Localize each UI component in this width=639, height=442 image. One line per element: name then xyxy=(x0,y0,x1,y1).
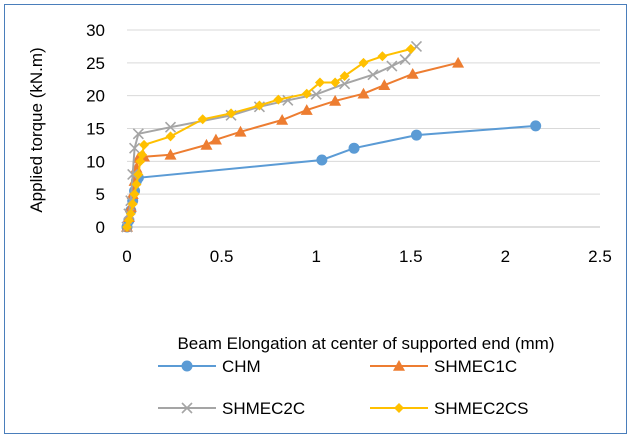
x-axis-title: Beam Elongation at center of supported e… xyxy=(177,334,554,353)
data-point-shmec2cs xyxy=(314,77,325,88)
data-point-shmec2cs xyxy=(330,77,341,88)
data-point-shmec1c xyxy=(378,79,391,90)
legend-marker xyxy=(181,402,193,414)
x-tick-label: 1.5 xyxy=(399,247,423,266)
series-line-shmec1c xyxy=(126,61,459,228)
data-point-shmec2c xyxy=(367,69,379,81)
x-tick-label: 0 xyxy=(122,247,131,266)
series-shmec2cs xyxy=(122,44,416,232)
data-point-shmec2cs xyxy=(133,169,144,180)
legend-item-shmec2c: SHMEC2C xyxy=(158,399,305,418)
data-point-shmec2cs xyxy=(226,108,237,119)
data-point-shmec2cs xyxy=(254,100,265,111)
data-point-shmec1c xyxy=(164,148,177,160)
data-point-shmec1c xyxy=(329,94,342,106)
data-point-shmec2cs xyxy=(127,199,138,210)
legend-item-shmec2cs: SHMEC2CS xyxy=(370,399,528,418)
legend-label: SHMEC2CS xyxy=(434,399,528,418)
series-line-shmec2c xyxy=(126,45,418,228)
x-tick-label: 2 xyxy=(501,247,510,266)
data-point-shmec2cs xyxy=(358,57,369,68)
data-point-shmec2cs xyxy=(137,149,148,160)
legend-marker xyxy=(394,403,404,413)
y-tick-label: 25 xyxy=(86,54,105,73)
legend-label: CHM xyxy=(222,357,261,376)
data-point-shmec1c xyxy=(200,138,213,150)
data-point-shmec2c xyxy=(129,142,141,154)
x-tick-label: 2.5 xyxy=(588,247,612,266)
legend-marker xyxy=(393,360,405,371)
series-line-chm xyxy=(126,124,536,228)
series-shmec2c xyxy=(121,40,423,233)
data-point-shmec2cs xyxy=(273,94,284,105)
series-shmec1c xyxy=(121,56,465,232)
data-point-shmec1c xyxy=(276,113,289,125)
series-chm xyxy=(121,120,542,233)
data-point-chm xyxy=(316,154,328,166)
data-point-shmec1c xyxy=(300,104,313,115)
chart-frame xyxy=(4,4,627,434)
data-point-shmec2cs xyxy=(377,51,388,62)
data-point-shmec2cs xyxy=(405,44,416,55)
data-point-chm xyxy=(410,129,422,141)
y-axis-title: Applied torque (kN.m) xyxy=(27,47,46,212)
legend: CHM SHMEC1C SHMEC2C SHMEC2CS xyxy=(158,357,528,418)
x-tick-label: 0.5 xyxy=(210,247,234,266)
data-point-shmec2cs xyxy=(139,139,150,150)
y-tick-label: 5 xyxy=(96,185,105,204)
data-point-chm xyxy=(530,120,542,132)
y-tick-label: 20 xyxy=(86,87,105,106)
data-point-shmec1c xyxy=(357,87,370,99)
y-tick-labels: 0 5 10 15 20 25 30 xyxy=(86,21,105,237)
data-point-shmec2cs xyxy=(339,70,350,81)
y-tick-label: 0 xyxy=(96,218,105,237)
data-point-shmec2cs xyxy=(129,189,140,200)
legend-marker xyxy=(181,360,193,372)
data-point-shmec2cs xyxy=(131,179,142,190)
data-point-shmec2c xyxy=(386,60,398,72)
data-point-shmec2c xyxy=(310,88,322,100)
legend-item-chm: CHM xyxy=(158,357,261,376)
data-point-shmec1c xyxy=(452,56,465,68)
x-tick-label: 1 xyxy=(311,247,320,266)
series-line-shmec2cs xyxy=(126,48,412,228)
legend-item-shmec1c: SHMEC1C xyxy=(370,357,517,376)
y-tick-label: 30 xyxy=(86,21,105,40)
data-point-shmec1c xyxy=(234,125,247,137)
y-tick-label: 15 xyxy=(86,120,105,139)
legend-label: SHMEC2C xyxy=(222,399,305,418)
data-point-shmec2c xyxy=(339,78,351,90)
data-point-shmec2c xyxy=(127,168,139,181)
data-point-shmec2c xyxy=(164,121,177,133)
data-point-shmec2c xyxy=(399,53,411,66)
data-point-shmec2cs xyxy=(301,88,312,99)
y-tick-label: 10 xyxy=(86,152,105,171)
data-point-shmec2cs xyxy=(165,131,176,142)
data-point-shmec1c xyxy=(406,67,419,79)
legend-label: SHMEC1C xyxy=(434,357,517,376)
data-point-shmec2c xyxy=(132,128,144,140)
x-tick-labels: 0 0.5 1 1.5 2 2.5 xyxy=(122,247,612,266)
data-point-chm xyxy=(348,142,360,154)
data-point-shmec2cs xyxy=(125,208,136,219)
data-point-shmec1c xyxy=(209,133,222,145)
data-point-shmec2cs xyxy=(197,114,208,125)
data-series xyxy=(121,40,542,233)
